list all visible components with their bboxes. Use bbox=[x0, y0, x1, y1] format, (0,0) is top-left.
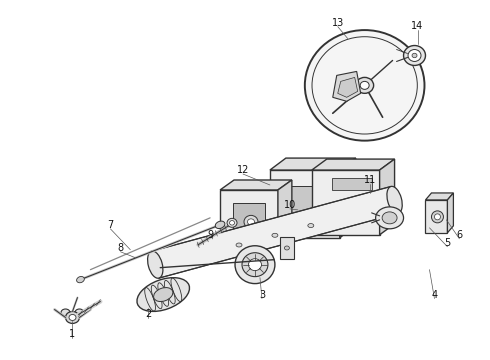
Polygon shape bbox=[270, 170, 340, 238]
Ellipse shape bbox=[412, 53, 417, 58]
Polygon shape bbox=[312, 170, 380, 235]
Polygon shape bbox=[333, 71, 361, 101]
Ellipse shape bbox=[153, 288, 173, 302]
Ellipse shape bbox=[284, 246, 290, 250]
Ellipse shape bbox=[360, 81, 369, 89]
Text: 3: 3 bbox=[259, 289, 265, 300]
Ellipse shape bbox=[75, 309, 84, 316]
Text: 8: 8 bbox=[117, 243, 123, 253]
Text: 10: 10 bbox=[284, 200, 296, 210]
Polygon shape bbox=[425, 193, 453, 200]
Ellipse shape bbox=[382, 212, 397, 224]
Polygon shape bbox=[220, 190, 278, 245]
Ellipse shape bbox=[242, 253, 268, 276]
Text: 1: 1 bbox=[70, 329, 75, 339]
Ellipse shape bbox=[66, 311, 79, 323]
Polygon shape bbox=[278, 180, 292, 245]
Polygon shape bbox=[338, 77, 358, 97]
Polygon shape bbox=[280, 237, 294, 259]
Polygon shape bbox=[312, 159, 394, 170]
Ellipse shape bbox=[227, 219, 237, 227]
Text: 5: 5 bbox=[444, 238, 450, 248]
Text: 12: 12 bbox=[237, 165, 249, 175]
Ellipse shape bbox=[404, 45, 425, 66]
Ellipse shape bbox=[235, 246, 275, 284]
Polygon shape bbox=[220, 180, 292, 190]
Polygon shape bbox=[340, 158, 356, 238]
Text: 14: 14 bbox=[412, 21, 424, 31]
Ellipse shape bbox=[435, 214, 441, 220]
Ellipse shape bbox=[312, 37, 417, 134]
Ellipse shape bbox=[408, 50, 421, 62]
Polygon shape bbox=[270, 158, 356, 170]
Text: 6: 6 bbox=[456, 230, 463, 240]
Ellipse shape bbox=[61, 309, 70, 316]
Polygon shape bbox=[447, 193, 453, 233]
Ellipse shape bbox=[69, 315, 76, 320]
Text: 11: 11 bbox=[364, 175, 376, 185]
Text: 2: 2 bbox=[145, 310, 151, 319]
Polygon shape bbox=[425, 200, 447, 233]
Text: 13: 13 bbox=[332, 18, 344, 28]
Polygon shape bbox=[286, 186, 324, 222]
Ellipse shape bbox=[387, 186, 402, 213]
Ellipse shape bbox=[247, 219, 254, 225]
Ellipse shape bbox=[137, 278, 190, 311]
Ellipse shape bbox=[147, 251, 163, 278]
Text: 9: 9 bbox=[207, 230, 213, 240]
Ellipse shape bbox=[308, 224, 314, 228]
Ellipse shape bbox=[272, 233, 278, 237]
Ellipse shape bbox=[244, 215, 258, 228]
Ellipse shape bbox=[215, 221, 225, 229]
Ellipse shape bbox=[248, 259, 262, 271]
Ellipse shape bbox=[376, 207, 404, 229]
Polygon shape bbox=[233, 203, 265, 233]
Ellipse shape bbox=[229, 221, 235, 225]
Text: 7: 7 bbox=[107, 220, 114, 230]
Text: 4: 4 bbox=[431, 289, 438, 300]
Ellipse shape bbox=[76, 276, 84, 283]
Ellipse shape bbox=[305, 30, 424, 141]
Ellipse shape bbox=[343, 199, 353, 209]
Ellipse shape bbox=[356, 77, 374, 93]
Ellipse shape bbox=[345, 201, 350, 206]
Polygon shape bbox=[151, 186, 398, 278]
Polygon shape bbox=[380, 159, 394, 235]
Ellipse shape bbox=[236, 243, 242, 247]
Polygon shape bbox=[332, 178, 371, 190]
Ellipse shape bbox=[432, 211, 443, 223]
